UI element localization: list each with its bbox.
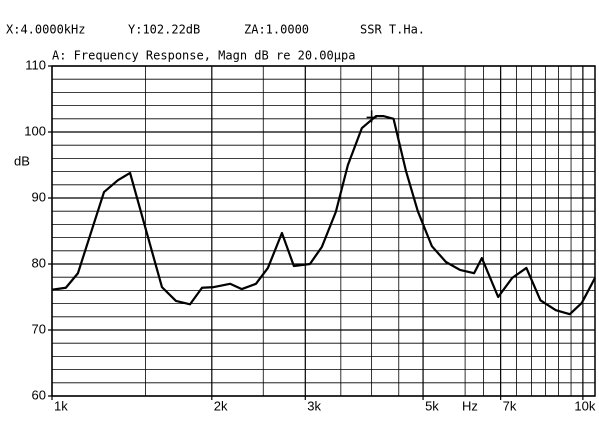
plot-frame	[51, 65, 596, 397]
y-tick-label: 90	[32, 189, 46, 204]
x-axis-label: Hz	[462, 398, 478, 413]
x-tick-label: 7k	[503, 398, 517, 413]
header-x: X:4.0000kHz	[6, 23, 85, 37]
cursor-marker	[366, 110, 377, 123]
response-line	[51, 115, 596, 316]
x-tick-label: 2k	[214, 398, 228, 413]
x-tick-label: 1k	[54, 398, 68, 413]
header-y: Y:102.22dB	[128, 23, 200, 37]
y-axis-label: dB	[14, 153, 30, 168]
x-tick-label: 3k	[307, 398, 321, 413]
y-tick-label: 80	[32, 255, 46, 270]
header-id: SSR T.Ha.	[360, 23, 425, 37]
y-tick-label: 110	[25, 57, 46, 72]
y-tick-label: 70	[32, 321, 46, 336]
chart-title: A: Frequency Response, Magn dB re 20.00μ…	[52, 49, 355, 63]
y-tick-label: 100	[24, 123, 46, 138]
x-tick-label: 10k	[574, 398, 595, 413]
header-za: ZA:1.0000	[244, 23, 309, 37]
y-tick-label: 60	[32, 387, 46, 402]
x-tick-label: 5k	[425, 398, 439, 413]
